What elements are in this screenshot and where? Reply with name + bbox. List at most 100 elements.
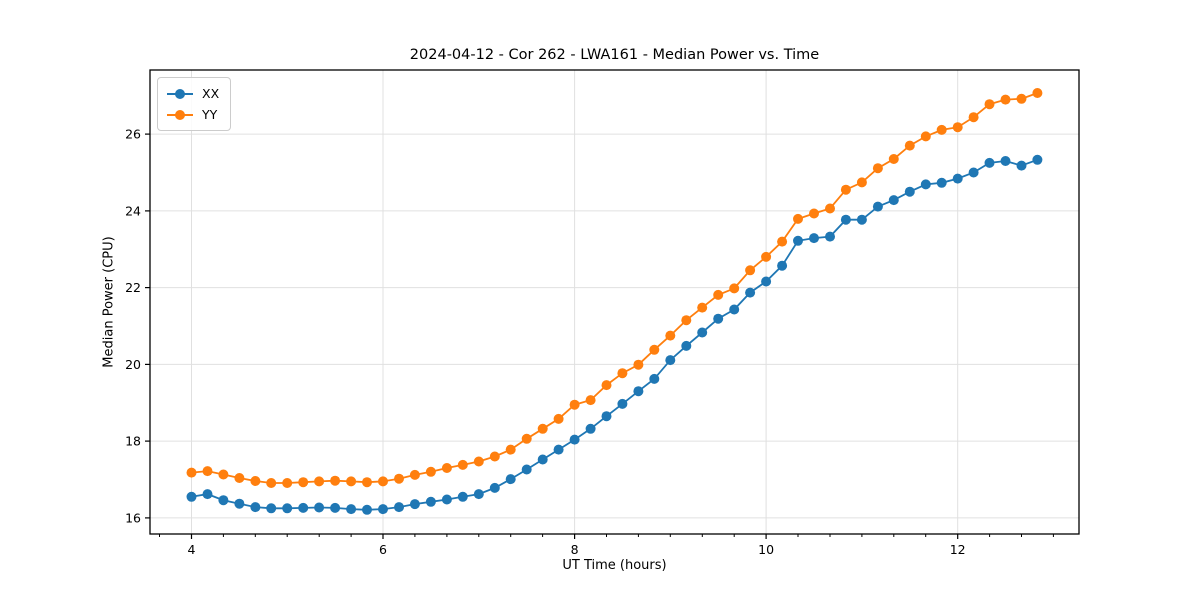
data-point-yy <box>473 456 484 467</box>
data-point-yy <box>234 473 245 483</box>
data-point-yy <box>505 444 516 455</box>
data-point-xx <box>665 355 676 366</box>
data-point-yy <box>330 475 341 486</box>
data-point-xx <box>1000 156 1011 166</box>
data-point-yy <box>298 477 309 488</box>
data-point-xx <box>394 502 404 513</box>
data-point-yy <box>186 467 197 478</box>
y-tick-label: 16 <box>125 510 141 525</box>
x-tick-label: 8 <box>571 542 579 557</box>
legend-label-xx: XX <box>202 86 220 101</box>
data-point-xx <box>346 504 357 515</box>
data-point-xx <box>378 504 388 515</box>
y-tick-label: 22 <box>125 280 141 295</box>
data-point-xx <box>409 499 420 510</box>
legend: XX YY <box>157 77 232 131</box>
legend-marker-yy-icon <box>167 109 193 120</box>
data-point-xx <box>904 186 915 197</box>
data-point-yy <box>266 478 277 488</box>
data-point-xx <box>809 233 819 244</box>
data-point-xx <box>569 434 580 445</box>
data-point-xx <box>250 502 261 513</box>
data-point-yy <box>362 477 372 488</box>
data-point-yy <box>825 203 835 214</box>
data-point-yy <box>218 469 229 480</box>
data-point-yy <box>569 399 580 410</box>
data-point-yy <box>633 359 644 370</box>
data-point-xx <box>633 386 644 397</box>
data-point-xx <box>330 502 341 513</box>
data-point-yy <box>537 423 548 434</box>
data-point-xx <box>298 502 309 513</box>
data-point-xx <box>1032 154 1043 165</box>
data-point-xx <box>202 489 213 500</box>
data-point-yy <box>585 395 596 406</box>
legend-item-xx: XX <box>167 83 219 104</box>
data-point-xx <box>218 495 229 506</box>
data-point-xx <box>697 327 708 338</box>
data-point-yy <box>346 476 357 487</box>
data-point-xx <box>888 195 899 206</box>
data-point-xx <box>713 313 724 324</box>
y-axis-label: Median Power (CPU) <box>101 236 117 368</box>
data-point-xx <box>936 177 947 188</box>
data-point-xx <box>441 494 452 505</box>
data-point-yy <box>250 476 261 486</box>
data-point-yy <box>936 124 947 135</box>
data-point-xx <box>505 474 516 485</box>
data-point-yy <box>872 163 883 174</box>
data-point-xx <box>649 373 660 384</box>
data-point-yy <box>378 476 388 487</box>
data-point-xx <box>537 454 548 465</box>
data-point-yy <box>394 473 404 484</box>
data-point-xx <box>473 489 484 500</box>
data-point-xx <box>234 498 245 509</box>
x-tick-label: 4 <box>188 542 196 557</box>
data-point-xx <box>745 287 756 298</box>
data-point-xx <box>825 231 835 242</box>
data-point-xx <box>777 260 788 271</box>
data-point-xx <box>984 157 995 168</box>
data-point-xx <box>489 482 500 493</box>
data-point-xx <box>920 179 931 190</box>
data-point-yy <box>904 140 915 151</box>
data-point-yy <box>984 99 995 110</box>
data-point-yy <box>777 236 788 247</box>
y-tick-label: 24 <box>125 203 141 218</box>
data-point-yy <box>761 251 772 262</box>
data-point-xx <box>521 464 532 475</box>
data-point-yy <box>314 476 325 487</box>
chart-title: 2024-04-12 - Cor 262 - LWA161 - Median P… <box>409 47 820 63</box>
data-point-yy <box>617 368 628 379</box>
data-point-yy <box>202 466 213 477</box>
legend-label-yy: YY <box>202 107 218 122</box>
data-point-yy <box>409 469 420 480</box>
data-point-xx <box>968 167 979 178</box>
data-point-yy <box>553 413 564 424</box>
data-point-yy <box>457 459 468 470</box>
data-point-yy <box>729 283 740 294</box>
data-point-xx <box>266 503 277 514</box>
data-point-xx <box>1016 160 1027 171</box>
data-point-xx <box>840 214 851 225</box>
x-axis-label: UT Time (hours) <box>562 558 667 573</box>
data-point-yy <box>809 208 819 219</box>
legend-item-yy: YY <box>167 104 219 125</box>
data-point-xx <box>872 201 883 212</box>
data-point-yy <box>793 213 803 224</box>
data-point-xx <box>793 235 803 246</box>
data-point-xx <box>617 398 628 409</box>
data-point-yy <box>521 433 532 444</box>
data-point-xx <box>282 503 293 514</box>
data-point-yy <box>425 466 436 477</box>
data-point-xx <box>761 276 772 287</box>
chart-line-xx <box>191 158 1038 511</box>
data-point-yy <box>1032 88 1043 98</box>
data-point-xx <box>601 411 612 422</box>
data-point-xx <box>729 304 740 315</box>
data-point-xx <box>186 491 197 502</box>
x-tick-label: 10 <box>758 542 774 557</box>
y-tick-label: 18 <box>125 434 141 449</box>
